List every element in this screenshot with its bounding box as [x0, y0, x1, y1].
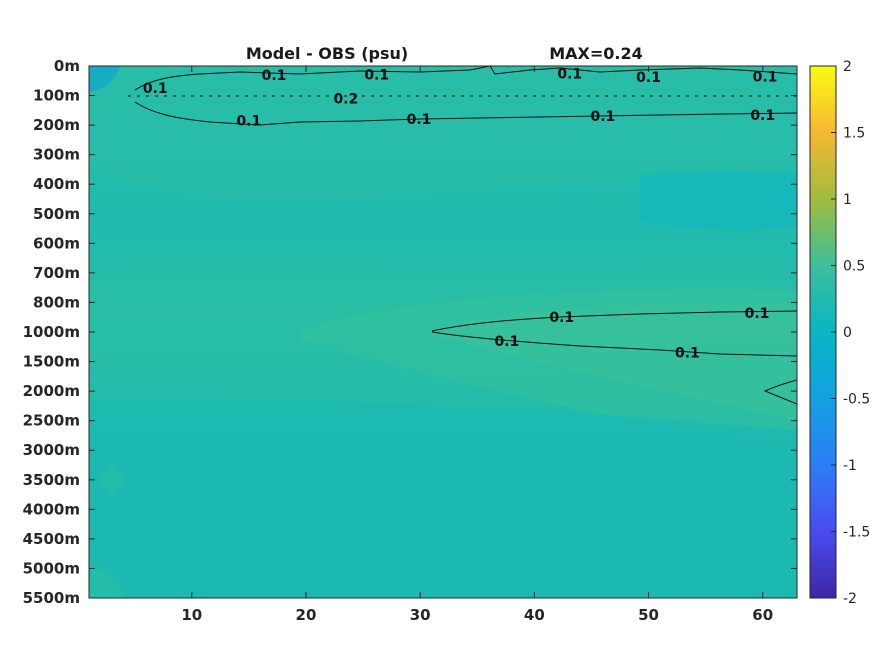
- y-tick-label: 200m: [33, 116, 80, 134]
- field-cool-patch: [640, 170, 797, 230]
- contour-surface-top: [134, 66, 797, 91]
- heatmap-field: [89, 66, 797, 598]
- y-tick-label: 1000m: [23, 323, 80, 341]
- y-tick-label: 4500m: [23, 530, 80, 548]
- colorbar-tick-label: -1.5: [843, 525, 870, 541]
- contour-surface-bottom: [134, 101, 797, 126]
- contour-label: 0.1: [364, 67, 389, 83]
- contour-label: 0.1: [549, 310, 574, 326]
- y-tick-label: 4000m: [23, 500, 80, 518]
- colorbar-tick-label: 1: [843, 192, 852, 208]
- y-tick-label: 100m: [33, 87, 80, 105]
- contour-deep-wedge: [763, 379, 797, 405]
- y-axis-ticks: 0m 100m 200m 300m 400m 500m 600m 700m 800m 1000m 1…: [23, 57, 797, 607]
- field-upper-band: [89, 66, 797, 201]
- y-tick-label: 600m: [33, 234, 80, 252]
- colorbar-tick-label: 0: [843, 325, 852, 341]
- contour-label: 0.1: [590, 109, 615, 125]
- colorbar-tick-label: 0.5: [843, 259, 865, 275]
- contour-label: 0.1: [675, 346, 700, 362]
- colorbar-tick-label: -2: [843, 591, 857, 607]
- colorbar-tick-label: 1.5: [843, 126, 865, 142]
- y-tick-label: 5000m: [23, 559, 80, 577]
- contour-label: 0.1: [753, 69, 778, 85]
- x-tick-label: 60: [752, 606, 773, 624]
- colorbar-ticks: 2 1.5 1 0.5 0 -0.5 -1 -1.5 -2: [831, 59, 870, 607]
- y-tick-label: 2500m: [23, 412, 80, 430]
- contour-label: 0.1: [745, 306, 770, 322]
- x-axis-ticks: 10 20 30 40 50 60: [181, 66, 773, 624]
- y-tick-label: 2000m: [23, 382, 80, 400]
- field-bottom-corner-patch: [89, 565, 125, 598]
- contour-label: 0.1: [557, 66, 582, 82]
- y-tick-label: 1500m: [23, 353, 80, 371]
- contour-label: 0.1: [495, 334, 520, 350]
- y-tick-label: 0m: [54, 57, 80, 75]
- x-tick-label: 50: [638, 606, 659, 624]
- y-tick-label: 3500m: [23, 471, 80, 489]
- contour-lines: [128, 66, 797, 405]
- contour-label: 0.1: [407, 112, 432, 128]
- contour-labels: 0.1 0.1 0.1 0.1 0.1 0.1 0.2 0.1 0.1 0.1 0.1 0.1 0.1 0…: [143, 66, 778, 361]
- max-annotation: MAX=0.24: [549, 44, 643, 63]
- field-deep-band: [89, 398, 797, 598]
- field-tongue-core: [430, 303, 797, 420]
- x-tick-label: 40: [524, 606, 545, 624]
- contour-mid-top: [431, 310, 797, 332]
- field-corner-patch: [89, 66, 120, 92]
- x-tick-label: 20: [296, 606, 317, 624]
- contour-mid-bottom: [431, 331, 797, 357]
- contour-label: 0.1: [262, 68, 287, 84]
- contour-label: 0.1: [236, 114, 261, 130]
- contour-label: 0.1: [750, 108, 775, 124]
- colorbar-tick-label: -1: [843, 458, 857, 474]
- y-tick-label: 700m: [33, 264, 80, 282]
- x-tick-label: 10: [181, 606, 202, 624]
- x-tick-label: 30: [410, 606, 431, 624]
- y-tick-label: 300m: [33, 146, 80, 164]
- contour-label: 0.2: [334, 92, 359, 108]
- contour-label: 0.1: [636, 70, 661, 86]
- colorbar-tick-label: -0.5: [843, 392, 870, 408]
- y-tick-label: 800m: [33, 293, 80, 311]
- y-tick-label: 400m: [33, 175, 80, 193]
- chart-title: Model - OBS (psu): [246, 44, 408, 63]
- field-diamond-patch: [98, 463, 128, 497]
- y-tick-label: 5500m: [23, 589, 80, 607]
- y-tick-label: 500m: [33, 205, 80, 223]
- contour-label: 0.1: [143, 81, 168, 97]
- colorbar-tick-label: 2: [843, 59, 852, 75]
- y-tick-label: 3000m: [23, 441, 80, 459]
